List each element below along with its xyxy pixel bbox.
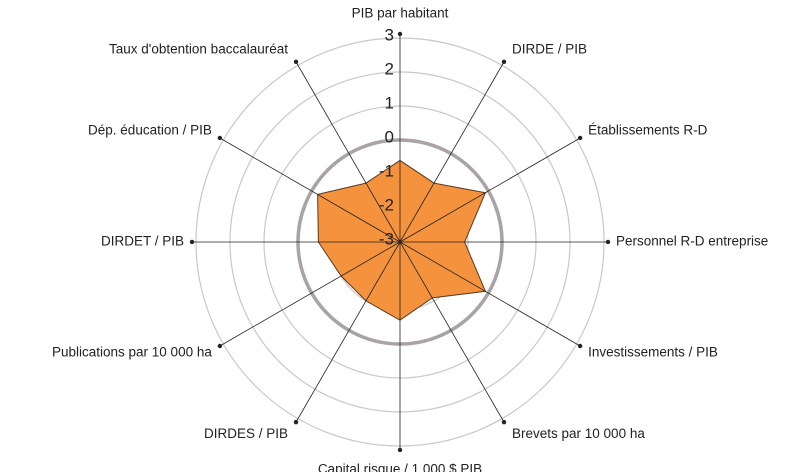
spoke-dot — [605, 239, 611, 245]
axis-label: Taux d'obtention baccalauréat — [109, 41, 288, 56]
spoke — [399, 137, 581, 243]
tick-label: -2 — [379, 195, 394, 214]
tick-label: 1 — [385, 93, 394, 112]
axis-label: Dép. éducation / PIB — [88, 123, 212, 138]
spoke — [219, 241, 401, 347]
spoke — [399, 61, 505, 243]
tick-label: -3 — [379, 229, 394, 248]
data-area — [317, 159, 487, 321]
axis-label: Brevets par 10 000 ha — [512, 426, 645, 441]
spoke-dot — [217, 343, 223, 349]
spoke-dot — [501, 59, 507, 65]
spoke-dot — [501, 419, 507, 425]
spoke — [399, 241, 505, 423]
tick-label: -1 — [379, 161, 394, 180]
spoke — [399, 241, 581, 347]
spoke-dot — [397, 31, 403, 37]
spoke-dot — [189, 239, 195, 245]
spoke — [295, 61, 401, 243]
axis-label: Établissements R-D — [588, 123, 708, 138]
tick-label: 0 — [385, 127, 394, 146]
axis-label: PIB par habitant — [352, 6, 449, 21]
spoke — [219, 137, 401, 243]
spoke — [295, 241, 401, 423]
spoke-dot — [577, 135, 583, 141]
axis-label: Publications par 10 000 ha — [52, 345, 212, 360]
tick-label: 2 — [385, 59, 394, 78]
axis-label: Capital risque / 1 000 $ PIB — [318, 462, 482, 472]
axis-label: DIRDE / PIB — [512, 41, 587, 56]
spoke-dot — [293, 59, 299, 65]
spoke-dot — [217, 135, 223, 141]
axis-label: DIRDES / PIB — [204, 426, 288, 441]
tick-label: 3 — [385, 25, 394, 44]
axis-label: DIRDET / PIB — [101, 234, 184, 249]
axis-label: Personnel R-D entreprise — [616, 234, 768, 249]
spoke-dot — [293, 419, 299, 425]
axis-label: Investissements / PIB — [588, 345, 718, 360]
spoke-dot — [577, 343, 583, 349]
spoke-dot — [397, 447, 403, 453]
